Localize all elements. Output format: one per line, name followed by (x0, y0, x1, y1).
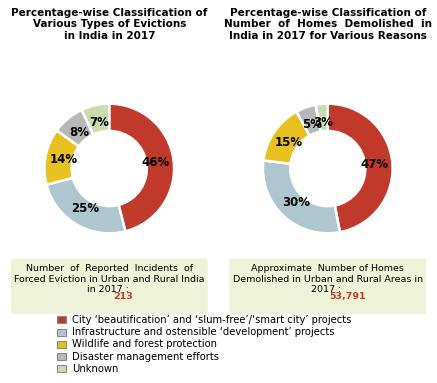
Text: Percentage-wise Classification of
Various Types of Evictions
in India in 2017: Percentage-wise Classification of Variou… (11, 8, 208, 41)
Wedge shape (45, 131, 79, 185)
Text: 25%: 25% (71, 202, 100, 215)
Wedge shape (109, 104, 174, 231)
Text: 3%: 3% (313, 116, 333, 129)
Text: 47%: 47% (360, 158, 388, 171)
Text: Wildlife and forest protection: Wildlife and forest protection (72, 339, 217, 349)
Text: 14%: 14% (49, 153, 77, 166)
Text: City ‘beautification’ and ‘slum-free’/‘smart city’ projects: City ‘beautification’ and ‘slum-free’/‘s… (72, 315, 351, 325)
Text: 7%: 7% (89, 116, 109, 129)
Wedge shape (46, 178, 125, 233)
Text: 30%: 30% (282, 196, 310, 209)
Wedge shape (263, 160, 340, 233)
Wedge shape (264, 112, 310, 164)
Wedge shape (328, 104, 392, 232)
Text: 5%: 5% (302, 118, 322, 131)
Text: 213: 213 (113, 292, 133, 301)
Text: Disaster management efforts: Disaster management efforts (72, 352, 218, 362)
Text: Number  of  Reported  Incidents  of
Forced Eviction in Urban and Rural India
in : Number of Reported Incidents of Forced E… (14, 264, 205, 294)
Text: 8%: 8% (69, 126, 90, 139)
Wedge shape (57, 110, 93, 146)
Text: 46%: 46% (142, 156, 170, 169)
Text: Unknown: Unknown (72, 364, 118, 374)
Text: Infrastructure and ostensible ‘development’ projects: Infrastructure and ostensible ‘developme… (72, 327, 334, 337)
Text: 53,791: 53,791 (329, 292, 366, 301)
Text: Percentage-wise Classification of
Number  of  Homes  Demolished  in
India in 201: Percentage-wise Classification of Number… (224, 8, 432, 41)
Wedge shape (316, 104, 328, 132)
Wedge shape (297, 105, 321, 136)
Wedge shape (82, 104, 109, 134)
Text: Approximate  Number of Homes
Demolished in Urban and Rural Areas in
2017 :: Approximate Number of Homes Demolished i… (233, 264, 423, 294)
Text: 15%: 15% (275, 136, 303, 149)
